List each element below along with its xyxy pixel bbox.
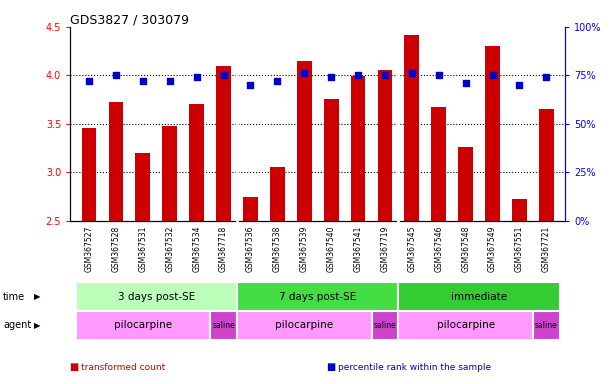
- Bar: [210, 311, 237, 340]
- Bar: [76, 311, 210, 340]
- Text: transformed count: transformed count: [81, 364, 166, 372]
- Bar: [485, 46, 500, 221]
- Bar: [109, 101, 123, 221]
- Text: saline: saline: [373, 321, 397, 330]
- Text: GSM367718: GSM367718: [219, 226, 228, 272]
- Bar: [136, 153, 150, 221]
- Text: GSM367528: GSM367528: [111, 226, 120, 272]
- Text: GSM367539: GSM367539: [300, 226, 309, 272]
- Point: [461, 80, 470, 86]
- Bar: [431, 108, 446, 221]
- Point: [138, 78, 148, 84]
- Text: agent: agent: [3, 320, 31, 331]
- Bar: [398, 282, 560, 311]
- Bar: [458, 147, 473, 221]
- Text: pilocarpine: pilocarpine: [275, 320, 334, 331]
- Text: GSM367545: GSM367545: [408, 226, 416, 272]
- Point: [434, 72, 444, 78]
- Bar: [297, 61, 312, 221]
- Text: GSM367532: GSM367532: [166, 226, 174, 272]
- Point: [165, 78, 175, 84]
- Point: [353, 72, 363, 78]
- Text: GSM367721: GSM367721: [542, 226, 551, 272]
- Text: GSM367541: GSM367541: [354, 226, 362, 272]
- Text: ▶: ▶: [34, 321, 40, 330]
- Text: GSM367527: GSM367527: [84, 226, 93, 272]
- Bar: [243, 197, 258, 221]
- Text: 3 days post-SE: 3 days post-SE: [118, 291, 195, 302]
- Bar: [216, 66, 231, 221]
- Bar: [371, 311, 398, 340]
- Point: [219, 72, 229, 78]
- Bar: [533, 311, 560, 340]
- Bar: [270, 167, 285, 221]
- Point: [246, 82, 255, 88]
- Point: [407, 70, 417, 76]
- Text: GSM367540: GSM367540: [327, 226, 335, 272]
- Text: immediate: immediate: [451, 291, 507, 302]
- Text: GSM367534: GSM367534: [192, 226, 201, 272]
- Text: pilocarpine: pilocarpine: [114, 320, 172, 331]
- Text: 7 days post-SE: 7 days post-SE: [279, 291, 356, 302]
- Text: GDS3827 / 303079: GDS3827 / 303079: [70, 13, 189, 26]
- Point: [111, 72, 121, 78]
- Bar: [82, 128, 97, 221]
- Point: [514, 82, 524, 88]
- Bar: [351, 76, 365, 221]
- Bar: [163, 126, 177, 221]
- Text: ■: ■: [70, 362, 82, 372]
- Text: GSM367548: GSM367548: [461, 226, 470, 272]
- Bar: [512, 199, 527, 221]
- Bar: [404, 35, 419, 221]
- Text: GSM367549: GSM367549: [488, 226, 497, 272]
- Bar: [324, 99, 338, 221]
- Bar: [398, 311, 533, 340]
- Text: saline: saline: [535, 321, 558, 330]
- Text: time: time: [3, 291, 25, 302]
- Text: GSM367536: GSM367536: [246, 226, 255, 272]
- Bar: [237, 282, 398, 311]
- Point: [488, 72, 497, 78]
- Point: [541, 74, 551, 80]
- Bar: [237, 311, 371, 340]
- Bar: [189, 104, 204, 221]
- Text: ▶: ▶: [34, 292, 40, 301]
- Text: GSM367538: GSM367538: [273, 226, 282, 272]
- Bar: [76, 282, 237, 311]
- Text: GSM367719: GSM367719: [381, 226, 389, 272]
- Point: [192, 74, 202, 80]
- Text: GSM367531: GSM367531: [138, 226, 147, 272]
- Point: [380, 72, 390, 78]
- Text: saline: saline: [212, 321, 235, 330]
- Point: [84, 78, 94, 84]
- Bar: [539, 109, 554, 221]
- Text: percentile rank within the sample: percentile rank within the sample: [338, 364, 491, 372]
- Point: [273, 78, 282, 84]
- Point: [326, 74, 336, 80]
- Bar: [378, 70, 392, 221]
- Point: [299, 70, 309, 76]
- Text: ■: ■: [327, 362, 339, 372]
- Text: GSM367546: GSM367546: [434, 226, 443, 272]
- Text: pilocarpine: pilocarpine: [437, 320, 495, 331]
- Text: GSM367551: GSM367551: [515, 226, 524, 272]
